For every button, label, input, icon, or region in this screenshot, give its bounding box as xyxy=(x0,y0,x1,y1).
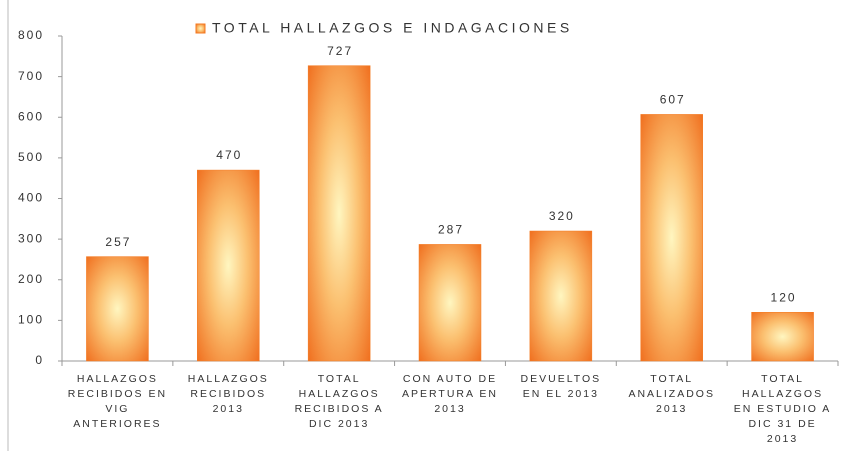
x-tick-label: HALLAZGOS RECIBIDOS EN VIG ANTERIORES xyxy=(67,373,168,430)
bar xyxy=(640,114,703,362)
bar xyxy=(86,256,149,362)
data-label: 257 xyxy=(105,235,131,249)
data-label: 607 xyxy=(660,93,686,107)
x-tick-label: TOTAL HALLAZGOS RECIBIDOS A DIC 2013 xyxy=(294,373,384,430)
y-tick-label: 800 xyxy=(18,28,44,42)
x-tick-label: TOTAL ANALIZADOS 2013 xyxy=(628,373,715,415)
data-label: 727 xyxy=(327,44,353,58)
y-tick-label: 400 xyxy=(18,191,44,205)
x-tick-label: DEVUELTOS EN EL 2013 xyxy=(520,373,602,400)
bar xyxy=(529,230,593,362)
bar xyxy=(307,65,371,362)
bar xyxy=(197,169,260,362)
y-tick-label: 600 xyxy=(18,109,44,123)
data-label: 320 xyxy=(549,209,575,223)
bar xyxy=(418,244,482,362)
y-tick-label: 300 xyxy=(18,231,44,245)
data-label: 120 xyxy=(771,290,797,304)
y-tick-label: 700 xyxy=(18,69,44,83)
data-label: 287 xyxy=(438,223,464,237)
y-tick-label: 500 xyxy=(18,150,44,164)
legend-text: TOTAL HALLAZGOS E INDAGACIONES xyxy=(212,20,573,36)
x-tick-label: CON AUTO DE APERTURA EN 2013 xyxy=(402,373,498,415)
y-tick-label: 200 xyxy=(18,272,44,286)
legend-swatch xyxy=(195,23,206,34)
y-tick-label: 0 xyxy=(35,353,44,367)
data-label: 470 xyxy=(216,148,242,162)
bar xyxy=(751,312,814,362)
x-tick-label: TOTAL HALLAZGOS EN ESTUDIO A DIC 31 DE 2… xyxy=(733,373,832,445)
y-tick-label: 100 xyxy=(18,313,44,327)
x-tick-label: HALLAZGOS RECIBIDOS 2013 xyxy=(187,373,269,415)
